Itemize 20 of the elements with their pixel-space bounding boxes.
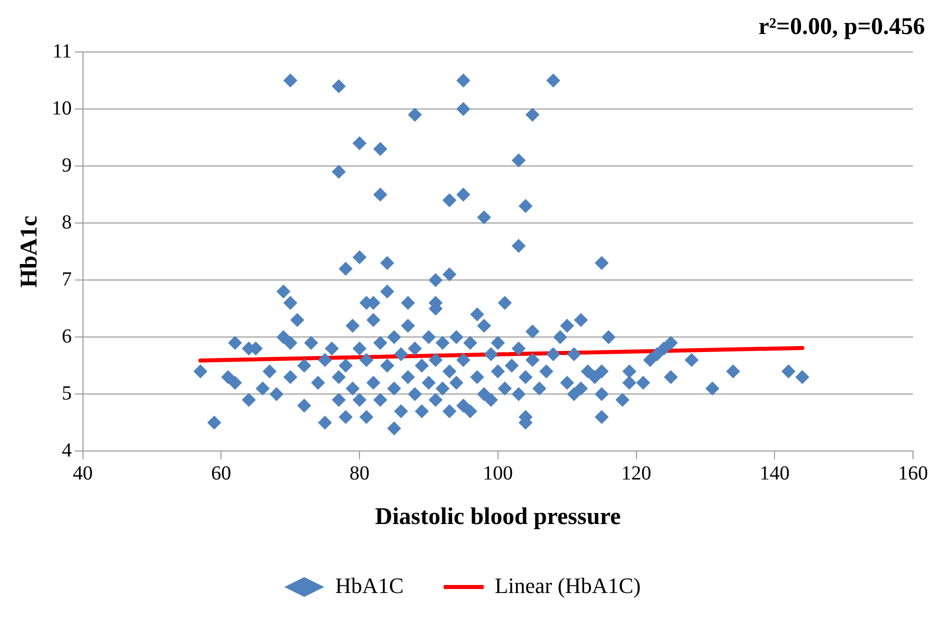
y-tick-label: 4 — [62, 439, 72, 462]
y-tick-label: 5 — [62, 382, 72, 404]
x-tick-label: 40 — [72, 462, 93, 484]
x-tick-label: 140 — [760, 462, 790, 484]
legend-label: HbA1C — [335, 572, 404, 598]
x-tick-label: 160 — [898, 462, 928, 484]
text: r²=0.00, p=0.456 — [758, 14, 925, 40]
x-tick-label: 100 — [482, 462, 513, 484]
x-tick-label: 120 — [621, 462, 652, 484]
y-axis-title: HbA1c — [16, 215, 43, 288]
y-tick-label: 11 — [52, 40, 72, 62]
y-tick-label: 7 — [62, 268, 72, 290]
y-tick-label: 9 — [62, 154, 72, 176]
x-axis-title: Diastolic blood pressure — [374, 504, 622, 530]
y-tick-label: 10 — [52, 97, 72, 120]
x-tick-label: 60 — [211, 462, 232, 484]
y-tick-label: 6 — [62, 325, 72, 348]
x-tick-label: 80 — [350, 462, 370, 484]
y-tick-label: 8 — [62, 211, 72, 234]
legend-label: Linear (HbA1C) — [494, 572, 641, 598]
